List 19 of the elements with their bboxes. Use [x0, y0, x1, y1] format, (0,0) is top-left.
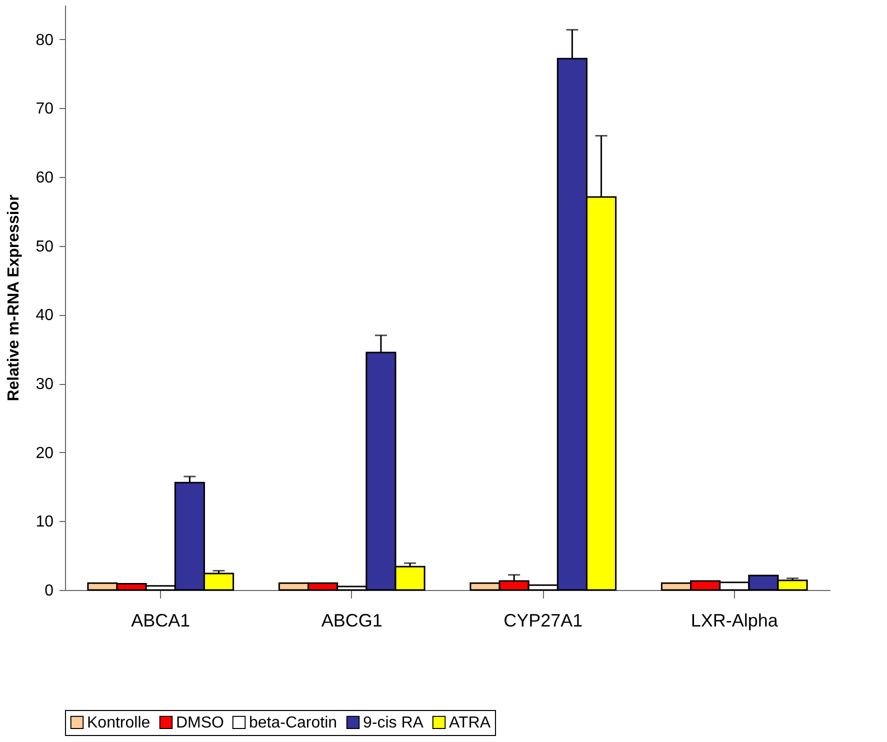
x-tick-label: LXR-Alpha: [690, 610, 779, 630]
x-tick-label: CYP27A1: [504, 610, 583, 630]
y-tick-label: 70: [36, 100, 54, 118]
y-tick-label: 20: [36, 444, 54, 462]
y-tick-label: 10: [36, 514, 54, 531]
legend-label: Kontrolle: [87, 714, 150, 732]
legend-label: beta-Carotin: [249, 714, 338, 732]
legend-label: ATRA: [449, 714, 491, 732]
y-tick-label: 80: [36, 32, 54, 49]
y-tick-label: 0: [44, 582, 54, 600]
legend-label: 9-cis RA: [363, 714, 424, 732]
y-tick-label: 50: [36, 238, 54, 256]
y-tick-label: 60: [36, 170, 54, 187]
y-tick-label: 40: [36, 307, 54, 324]
legend-label: DMSO: [176, 714, 224, 732]
y-tick-label: 30: [36, 376, 54, 394]
x-tick-label: ABCG1: [321, 610, 382, 630]
y-axis-title: Relative m-RNA Expressior: [6, 194, 23, 402]
x-tick-label: ABCA1: [131, 610, 190, 630]
